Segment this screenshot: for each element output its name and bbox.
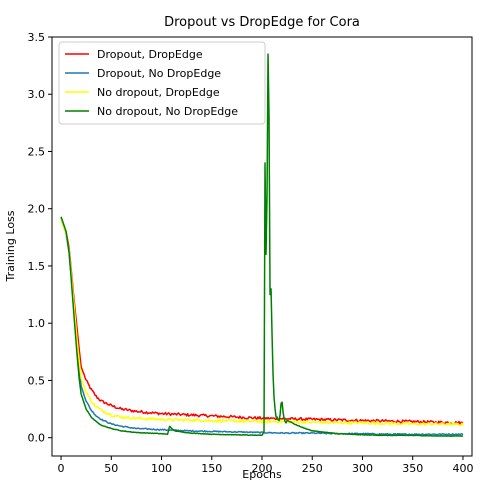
y-tick-label: 3.0 [28, 88, 46, 101]
x-axis: 0 50 100 150 200 250 300 350 400 [58, 456, 473, 475]
x-tick-label: 100 [151, 462, 172, 475]
y-tick-label: 1.0 [28, 317, 46, 330]
y-tick-label: 0.0 [28, 432, 46, 445]
y-tick-label: 1.5 [28, 260, 46, 273]
legend-label: Dropout, DropEdge [97, 48, 203, 61]
y-tick-label: 2.0 [28, 203, 46, 216]
legend: Dropout, DropEdge Dropout, No DropEdge No … [58, 41, 266, 125]
y-axis-label: Training Loss [4, 210, 17, 282]
legend-box [58, 41, 266, 125]
x-tick-label: 300 [352, 462, 373, 475]
x-axis-label: Epochs [242, 468, 282, 481]
x-tick-label: 50 [104, 462, 118, 475]
y-tick-label: 3.5 [28, 31, 46, 44]
legend-label: Dropout, No DropEdge [97, 67, 221, 80]
legend-label: No dropout, No DropEdge [97, 105, 238, 118]
x-tick-label: 350 [402, 462, 423, 475]
series-line-4 [60, 53, 464, 437]
series-layer [60, 53, 464, 437]
x-tick-label: 200 [252, 462, 273, 475]
x-tick-label: 400 [452, 462, 473, 475]
y-tick-label: 0.5 [28, 374, 46, 387]
series-line-3 [60, 217, 464, 427]
x-tick-label: 250 [302, 462, 323, 475]
x-tick-label: 0 [58, 462, 65, 475]
x-tick-label: 150 [201, 462, 222, 475]
chart-title: Dropout vs DropEdge for Cora [164, 15, 360, 30]
series-line-2 [60, 217, 464, 436]
y-tick-label: 2.5 [28, 145, 46, 158]
legend-label: No dropout, DropEdge [97, 86, 220, 99]
y-axis: 0.0 0.5 1.0 1.5 2.0 2.5 3.0 3.5 [28, 31, 52, 445]
